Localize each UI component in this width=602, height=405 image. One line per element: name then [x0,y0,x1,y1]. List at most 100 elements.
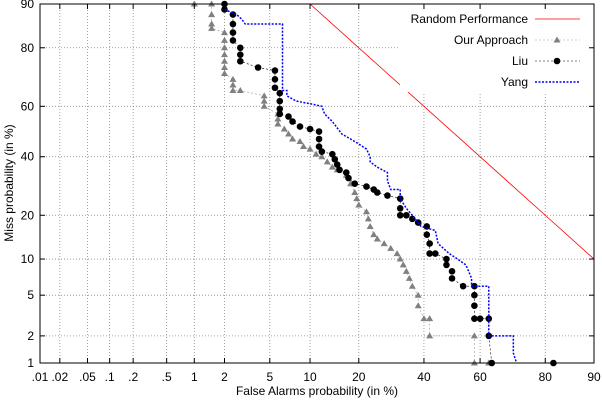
data-point-circle [276,97,284,105]
y-axis-label: Miss probability (in %) [2,124,16,241]
legend-marker-triangle [553,36,561,43]
data-point-triangle [405,274,413,281]
y-tick-label: 60 [21,99,35,113]
data-point-triangle [351,188,359,195]
data-point-triangle [396,255,404,262]
data-point-circle [229,29,237,36]
series-layer [190,0,595,367]
data-point-triangle [229,86,237,93]
y-tick-label: 90 [21,0,35,11]
data-point-circle [329,150,336,158]
data-point-circle [296,123,304,130]
y-tick-label: 5 [27,288,34,302]
legend: Random Performance Our Approach Liu Yang [400,8,592,92]
data-point-circle [426,250,433,257]
data-point-triangle [426,315,434,322]
legend-label-our-approach: Our Approach [454,33,528,47]
data-point-circle [459,282,467,290]
data-point-circle [423,223,431,230]
data-point-circle [384,192,391,199]
data-point-triangle [328,163,336,170]
data-point-circle [276,105,284,113]
data-point-circle [396,211,404,219]
data-point-circle [471,291,478,299]
x-tick-label: .2 [128,370,138,384]
data-point-triangle [220,36,228,43]
x-tick-label: .02 [51,370,68,384]
data-point-circle [471,282,478,290]
x-tick-label: .1 [105,370,115,384]
data-point-triangle [373,235,381,242]
legend-marker-circle [553,57,561,65]
x-tick-label: .01 [32,370,49,384]
x-tick-label: 2 [221,370,228,384]
data-point-circle [271,76,279,83]
data-point-circle [373,189,381,196]
data-point-circle [396,205,404,212]
x-tick-label: 60 [473,370,487,384]
x-tick-label: .5 [162,370,172,384]
data-point-triangle [296,138,304,145]
data-point-triangle [289,135,297,142]
data-point-triangle [229,81,237,88]
x-tick-label: 20 [352,370,366,384]
data-point-triangle [260,97,268,104]
data-point-triangle [414,302,422,309]
data-point-circle [271,84,279,92]
data-point-circle [229,37,237,44]
legend-label-random-performance: Random Performance [411,12,529,26]
y-axis-ticks: 1 2 5 10 20 40 60 80 90 [21,0,594,370]
data-point-triangle [353,195,361,202]
data-point-circle [229,20,237,28]
data-point-circle [448,268,456,275]
data-point-triangle [220,29,228,36]
data-point-triangle [323,158,331,165]
data-point-triangle [274,120,282,127]
data-point-circle [363,183,370,190]
data-point-triangle [260,92,268,99]
data-point-triangle [355,201,363,208]
series-yang [224,8,518,364]
x-tick-label: 1 [191,370,198,384]
data-point-triangle [380,240,388,247]
x-tick-label: 90 [587,370,601,384]
data-point-circle [315,135,323,143]
data-point-circle [285,113,292,120]
data-point-triangle [220,57,228,64]
data-point-triangle [393,250,401,257]
data-point-circle [237,51,244,58]
data-point-triangle [366,222,374,229]
data-point-triangle [208,24,216,31]
data-point-circle [336,166,343,174]
series-our-approach [190,0,493,366]
data-point-circle [426,240,433,247]
x-axis-label: False Alarms probability (in %) [236,384,398,398]
x-axis-ticks: .01.02 .05 .1 .2 .5 1 2 5 10 20 40 60 80 90 [32,4,601,384]
data-point-triangle [402,267,410,274]
legend-label-liu: Liu [512,54,528,68]
data-point-circle [333,161,341,168]
data-point-circle [315,128,323,135]
data-point-triangle [220,44,228,51]
x-tick-label: 10 [303,370,317,384]
data-point-circle [276,89,284,97]
data-point-circle [403,211,410,219]
data-point-triangle [208,20,216,27]
y-tick-label: 40 [21,150,35,164]
data-point-triangle [236,86,244,93]
data-point-triangle [387,244,395,251]
data-point-circle [237,57,244,65]
data-point-triangle [299,143,307,150]
data-point-triangle [220,64,228,71]
data-point-circle [271,67,279,74]
data-point-triangle [280,125,288,132]
y-tick-label: 80 [21,41,35,55]
x-tick-label: 5 [266,370,273,384]
data-point-circle [345,174,352,182]
data-point-circle [423,231,431,238]
data-point-circle [476,315,484,322]
series-line [309,3,595,260]
series-liu [221,0,557,367]
data-point-circle [237,44,244,52]
data-point-triangle [420,315,428,322]
